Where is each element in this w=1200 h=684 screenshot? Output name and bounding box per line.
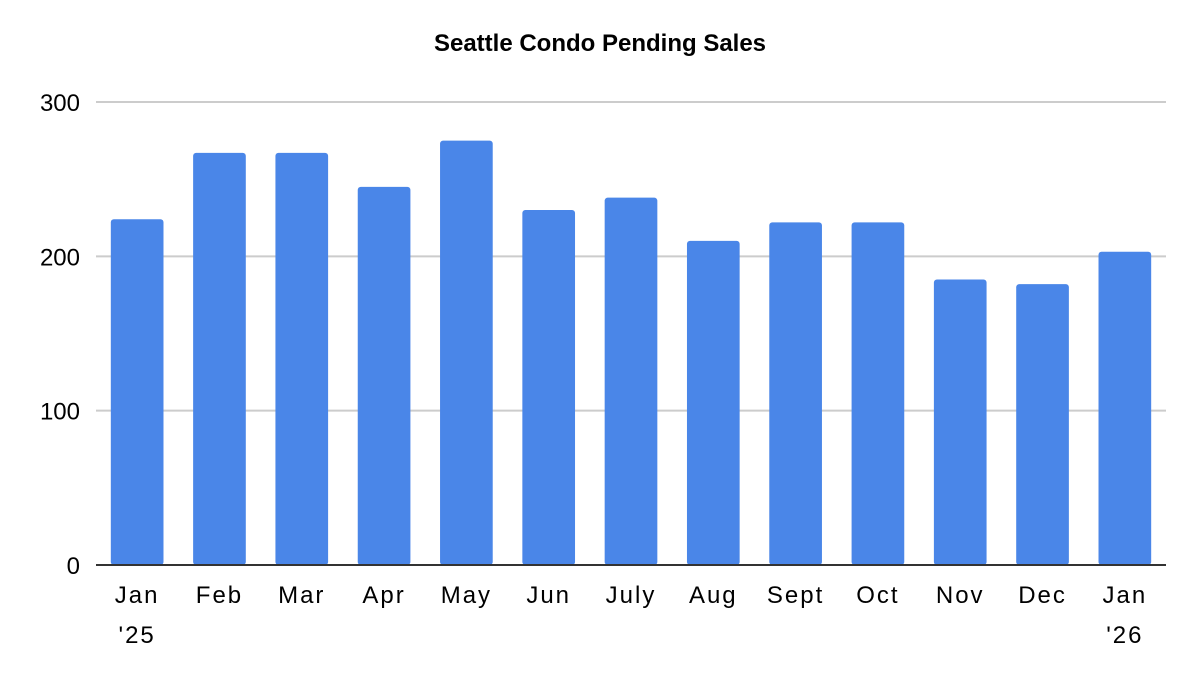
x-tick-label: Jan (115, 582, 160, 609)
bar (769, 222, 822, 565)
x-tick-label: Jun (526, 582, 571, 609)
y-tick-label: 200 (40, 244, 80, 271)
bar (275, 152, 329, 565)
x-tick-label: Feb (196, 582, 243, 609)
x-tick-label: Nov (936, 582, 985, 609)
bar (1098, 251, 1152, 565)
y-tick-label: 300 (40, 90, 80, 117)
x-tick-label: Jan (1102, 582, 1147, 609)
bar (110, 219, 164, 565)
x-tick-label: Oct (856, 582, 899, 609)
bar (686, 240, 740, 565)
x-tick-label: '25 (119, 622, 156, 649)
x-tick-label: Aug (689, 582, 738, 609)
y-tick-label: 0 (67, 553, 80, 580)
x-tick-label: Sept (767, 582, 824, 609)
bar (193, 152, 246, 565)
bar (357, 186, 411, 565)
x-tick-label: Mar (278, 582, 325, 609)
x-tick-label: May (441, 582, 492, 609)
x-tick-label: '26 (1106, 622, 1143, 649)
bar (1016, 284, 1069, 565)
bar (933, 279, 987, 565)
bar (604, 197, 658, 566)
bar (851, 222, 905, 565)
chart-title: Seattle Condo Pending Sales (433, 30, 767, 57)
x-tick-label: July (606, 582, 657, 609)
y-tick-label: 100 (40, 399, 80, 426)
bar (522, 210, 576, 566)
bar (440, 140, 493, 566)
x-tick-label: Apr (362, 582, 405, 609)
x-tick-label: Dec (1018, 582, 1067, 609)
